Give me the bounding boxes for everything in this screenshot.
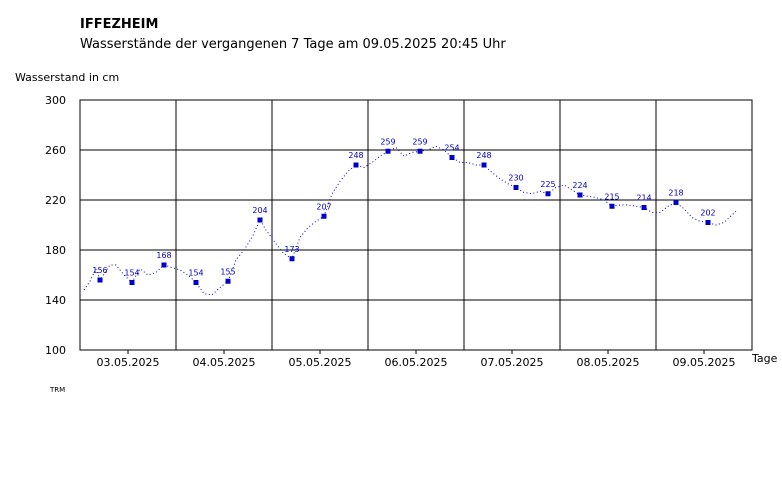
- value-label: 168: [156, 251, 171, 260]
- marker: [161, 262, 167, 268]
- marker: [193, 280, 199, 285]
- chart-subtitle: Wasserstände der vergangenen 7 Tage am 0…: [80, 37, 506, 52]
- y-axis-label: Wasserstand in cm: [15, 71, 119, 84]
- value-label: 154: [188, 269, 203, 278]
- marker: [449, 155, 455, 160]
- value-label: 248: [348, 151, 363, 160]
- value-label: 224: [572, 181, 587, 190]
- marker: [609, 203, 615, 209]
- value-label: 156: [92, 266, 107, 275]
- marker: [225, 278, 231, 284]
- value-label: 204: [252, 206, 267, 215]
- y-tick-label: 100: [45, 344, 66, 357]
- y-tick-label: 220: [45, 194, 66, 207]
- x-tick-label: 06.05.2025: [385, 356, 448, 369]
- x-tick-label: 09.05.2025: [673, 356, 736, 369]
- value-label: 155: [220, 267, 235, 276]
- y-tick-label: 140: [45, 294, 66, 307]
- marker: [129, 280, 135, 285]
- y-tick-label: 180: [45, 244, 66, 257]
- x-tick-label: 03.05.2025: [97, 356, 160, 369]
- x-tick-label: 04.05.2025: [193, 356, 256, 369]
- marker: [705, 220, 711, 225]
- marker: [481, 162, 487, 168]
- value-label: 215: [604, 192, 619, 201]
- marker: [321, 213, 327, 219]
- marker: [353, 162, 359, 168]
- marker: [545, 191, 551, 197]
- value-label: 248: [476, 151, 491, 160]
- marker: [513, 185, 519, 190]
- chart-title: IFFEZHEIM: [80, 17, 158, 32]
- marker: [673, 200, 679, 205]
- x-tick-label: 07.05.2025: [481, 356, 544, 369]
- value-label: 207: [316, 202, 331, 211]
- water-level-line: [83, 145, 737, 296]
- value-label: 202: [700, 209, 715, 218]
- y-tick-label: 260: [45, 144, 66, 157]
- value-label: 254: [444, 144, 459, 153]
- x-axis-label: Tage: [751, 352, 778, 365]
- y-tick-label: 300: [45, 94, 66, 107]
- marker: [257, 217, 263, 223]
- value-label: 259: [380, 137, 395, 146]
- marker: [577, 192, 583, 198]
- value-label: 225: [540, 180, 555, 189]
- value-label: 218: [668, 189, 683, 198]
- value-label: 259: [412, 137, 427, 146]
- x-tick-label: 08.05.2025: [577, 356, 640, 369]
- marker: [97, 277, 103, 283]
- value-label: 214: [636, 194, 651, 203]
- value-label: 230: [508, 174, 523, 183]
- marker: [641, 205, 647, 210]
- x-tick-label: 05.05.2025: [289, 356, 352, 369]
- marker: [417, 148, 423, 154]
- value-label: 154: [124, 269, 139, 278]
- marker: [289, 256, 295, 262]
- footnote: TRM: [49, 386, 65, 394]
- value-label: 173: [284, 245, 299, 254]
- marker: [385, 148, 391, 154]
